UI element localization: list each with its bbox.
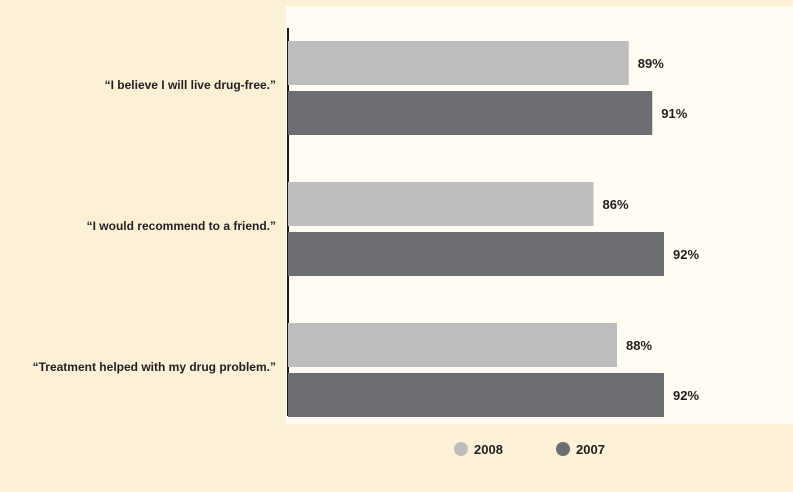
bar-2007-1 bbox=[288, 91, 653, 135]
bar-2007-2 bbox=[288, 232, 664, 276]
legend: 2008 2007 bbox=[454, 442, 605, 457]
value-label-2007-1: 91% bbox=[661, 106, 687, 121]
value-labels: 89% 91% 86% 92% 88% 92% bbox=[603, 56, 700, 403]
bars bbox=[288, 41, 664, 417]
category-label: “I would recommend to a friend.” bbox=[87, 219, 276, 233]
value-label-2008-3: 88% bbox=[626, 338, 652, 353]
value-label-2007-3: 92% bbox=[673, 388, 699, 403]
value-label-2008-1: 89% bbox=[638, 56, 664, 71]
value-label-2007-2: 92% bbox=[673, 247, 699, 262]
bar-2008-1 bbox=[288, 41, 629, 85]
category-label: “I believe I will live drug-free.” bbox=[105, 78, 276, 92]
legend-swatch-2007 bbox=[556, 442, 570, 456]
legend-label-2007: 2007 bbox=[576, 442, 605, 457]
legend-label-2008: 2008 bbox=[474, 442, 503, 457]
category-labels: “I believe I will live drug-free.” “I wou… bbox=[33, 78, 276, 374]
bar-2007-3 bbox=[288, 373, 664, 417]
category-label: “Treatment helped with my drug problem.” bbox=[33, 360, 276, 374]
bar-2008-3 bbox=[288, 323, 617, 367]
bar-2008-2 bbox=[288, 182, 594, 226]
value-label-2008-2: 86% bbox=[603, 197, 629, 212]
legend-swatch-2008 bbox=[454, 442, 468, 456]
